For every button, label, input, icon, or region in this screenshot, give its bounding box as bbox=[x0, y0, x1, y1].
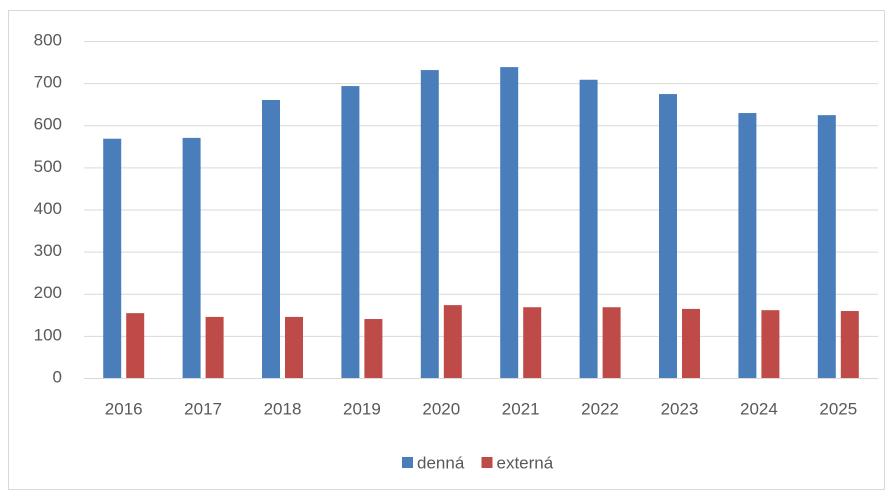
x-tick-label: 2023 bbox=[661, 399, 699, 418]
bar bbox=[364, 319, 383, 378]
bar bbox=[500, 67, 519, 379]
legend-swatch bbox=[481, 457, 493, 468]
bar bbox=[738, 113, 757, 378]
x-tick-label: 2024 bbox=[740, 399, 778, 418]
y-tick-label: 0 bbox=[53, 367, 62, 386]
y-tick-label: 200 bbox=[34, 283, 62, 302]
x-tick-label: 2018 bbox=[264, 399, 302, 418]
y-tick-label: 700 bbox=[34, 73, 62, 92]
x-tick-label: 2019 bbox=[343, 399, 381, 418]
x-tick-label: 2025 bbox=[819, 399, 857, 418]
bar bbox=[341, 86, 360, 378]
y-tick-label: 600 bbox=[34, 115, 62, 134]
y-tick-label: 300 bbox=[34, 241, 62, 260]
bar bbox=[103, 138, 122, 378]
bar bbox=[126, 313, 145, 378]
legend-label: externá bbox=[497, 453, 554, 472]
legend-swatch bbox=[402, 457, 413, 468]
bar bbox=[523, 307, 542, 378]
legend-label: denná bbox=[417, 453, 465, 472]
bar bbox=[205, 316, 224, 378]
x-tick-label: 2016 bbox=[105, 399, 143, 418]
bar bbox=[420, 70, 439, 378]
bar bbox=[840, 311, 859, 378]
y-tick-label: 800 bbox=[34, 30, 62, 49]
bar bbox=[262, 99, 280, 378]
bar bbox=[659, 94, 677, 378]
y-tick-label: 500 bbox=[34, 157, 62, 176]
x-tick-label: 2022 bbox=[581, 399, 619, 418]
y-tick-label: 100 bbox=[34, 325, 62, 344]
y-tick-label: 400 bbox=[34, 199, 62, 218]
bar bbox=[285, 316, 303, 378]
bar bbox=[761, 310, 780, 378]
bar bbox=[182, 137, 201, 378]
bar bbox=[817, 115, 836, 378]
bar bbox=[579, 79, 598, 378]
x-tick-label: 2021 bbox=[502, 399, 540, 418]
x-tick-label: 2017 bbox=[184, 399, 222, 418]
bar bbox=[443, 305, 462, 378]
bar bbox=[602, 307, 621, 378]
x-tick-label: 2020 bbox=[422, 399, 460, 418]
bar bbox=[682, 308, 700, 378]
